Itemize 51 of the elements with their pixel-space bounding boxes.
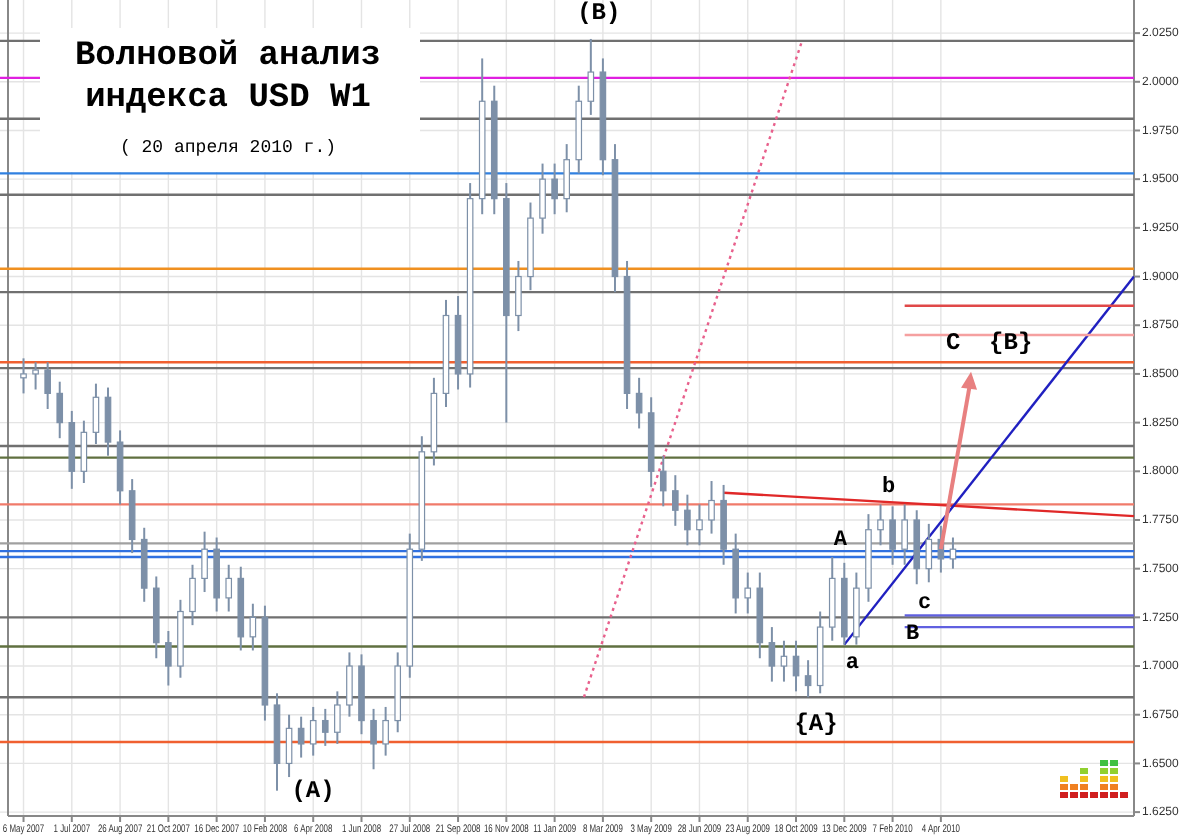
candlestick: [551, 162, 558, 216]
candlestick: [104, 386, 112, 457]
candlestick: [925, 522, 933, 584]
candlestick: [672, 474, 679, 527]
annotation: {A}: [794, 709, 838, 738]
candlestick: [309, 705, 317, 757]
candlestick: [684, 493, 691, 547]
candlestick: [889, 505, 896, 566]
candlestick: [32, 361, 39, 391]
candlestick: [949, 536, 957, 570]
candlestick: [56, 380, 64, 440]
candlestick: [563, 143, 571, 214]
candlestick: [515, 259, 522, 333]
candlestick: [804, 659, 812, 699]
candlestick: [225, 563, 233, 613]
candlestick: [346, 651, 353, 718]
annotation: (A): [291, 777, 335, 806]
annotation: (B): [577, 0, 621, 28]
candlestick: [901, 503, 908, 566]
candlestick: [539, 162, 546, 235]
candlestick: [382, 705, 389, 757]
text: ( 20 апреля 2010 г.): [119, 138, 337, 158]
candlestick: [370, 707, 377, 771]
annotation: C {B}: [945, 329, 1033, 358]
candlestick: [877, 503, 884, 547]
candlestick: [44, 361, 51, 410]
candlestick: [249, 602, 257, 652]
candlestick: [587, 37, 595, 116]
candlestick: [285, 713, 293, 779]
candlestick: [201, 530, 208, 594]
candlestick: [708, 480, 715, 535]
candlestick: [659, 454, 667, 508]
annotation: B: [906, 623, 921, 648]
text: Волновой анализ индекса USD W1: [74, 38, 382, 118]
candlestick: [334, 690, 341, 745]
annotation: b: [881, 476, 896, 501]
annotation: c: [918, 592, 932, 617]
candlestick: [80, 419, 88, 484]
candlestick: [297, 715, 305, 759]
candlestick: [696, 503, 703, 547]
annotation: a: [845, 652, 860, 677]
candlestick: [635, 376, 643, 430]
candlestick: [189, 563, 196, 627]
candlestick: [768, 626, 776, 683]
candlestick: [165, 629, 172, 687]
annotation: A: [833, 528, 848, 553]
candlestick: [321, 707, 329, 747]
candlestick: [780, 639, 788, 683]
candlestick: [744, 571, 752, 615]
candlestick: [20, 357, 27, 395]
candlestick: [92, 382, 100, 446]
